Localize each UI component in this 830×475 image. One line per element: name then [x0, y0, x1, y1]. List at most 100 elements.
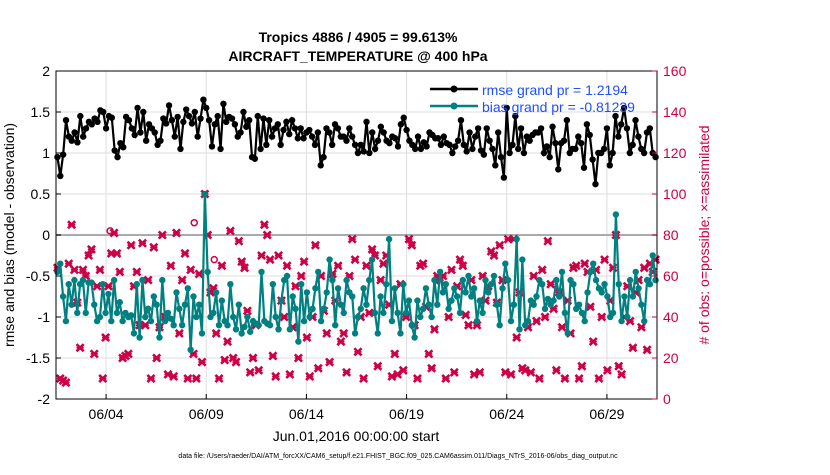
bias-point: [227, 281, 234, 288]
bias-point: [232, 326, 240, 333]
obs-assimilated-marker: [359, 373, 369, 384]
rmse-point: [274, 121, 281, 128]
bias-point: [266, 322, 274, 329]
tick-label-x: 06/19: [389, 406, 424, 422]
obs-assimilated-marker: [557, 322, 567, 332]
obs-assimilated-marker: [180, 248, 190, 258]
rmse-point: [125, 117, 133, 124]
bias-point: [298, 281, 305, 288]
bias-point: [624, 313, 631, 321]
bias-point: [504, 276, 512, 284]
bias-point: [397, 330, 404, 337]
tick-label-right: 160: [663, 63, 687, 79]
rmse-point: [68, 137, 75, 144]
obs-assimilated-marker: [580, 259, 590, 269]
tick-label-left: -1.5: [26, 350, 50, 366]
tick-label-left: 0.5: [31, 186, 51, 202]
rmse-point: [560, 137, 568, 144]
obs-assimilated-marker: [577, 361, 587, 371]
bias-point: [632, 268, 639, 276]
rmse-point: [211, 121, 219, 128]
bias-point: [419, 305, 427, 312]
bias-point: [414, 297, 421, 304]
obs-assimilated-marker: [512, 332, 522, 343]
bias-point: [360, 285, 367, 292]
rmse-point: [449, 149, 456, 157]
rmse-point: [466, 129, 473, 136]
rmse-point: [157, 137, 164, 144]
obs-assimilated-marker: [571, 261, 581, 271]
obs-assimilated-marker: [169, 371, 179, 381]
bias-point: [485, 289, 492, 296]
obs-assimilated-marker: [597, 312, 607, 322]
bias-point: [246, 328, 254, 335]
bias-point: [385, 235, 393, 243]
obs-assimilated-marker: [291, 281, 301, 291]
bias-point: [275, 326, 282, 333]
bias-point: [374, 330, 381, 337]
bias-point: [351, 330, 359, 337]
obs-assimilated-marker: [274, 250, 284, 261]
legend-rmse-marker: [450, 85, 458, 93]
bias-point: [71, 276, 78, 284]
obs-assimilated-marker: [152, 353, 162, 363]
obs-assimilated-marker: [342, 367, 352, 377]
rmse-point: [580, 164, 588, 171]
rmse-point: [180, 118, 187, 126]
bias-point: [317, 317, 325, 325]
obs-assimilated-marker: [373, 361, 383, 371]
bias-point: [618, 317, 625, 325]
obs-assimilated-marker: [177, 275, 187, 285]
rmse-point: [509, 141, 516, 148]
obs-assimilated-marker: [489, 250, 499, 261]
obs-assimilated-marker: [325, 357, 335, 367]
bias-point: [468, 293, 475, 300]
obs-assimilated-marker: [279, 312, 289, 322]
bias-point: [320, 305, 328, 312]
bias-point: [533, 293, 540, 300]
obs-assimilated-marker: [183, 373, 193, 384]
rmse-point: [203, 104, 210, 112]
bias-point: [445, 305, 452, 312]
obs-assimilated-marker: [310, 240, 320, 250]
bias-point: [476, 297, 484, 304]
bias-point: [218, 297, 226, 304]
bias-point: [283, 272, 291, 280]
obs-assimilated-marker: [126, 240, 136, 250]
rmse-point: [254, 112, 261, 120]
bias-point: [130, 330, 138, 337]
tick-label-x: 06/29: [589, 406, 624, 422]
bias-point: [96, 313, 104, 321]
obs-assimilated-marker: [296, 271, 306, 281]
rmse-point: [572, 145, 579, 153]
bias-point: [530, 301, 537, 308]
bias-point: [357, 305, 364, 312]
bias-point: [564, 330, 571, 337]
bias-point: [74, 309, 81, 317]
rmse-point: [128, 125, 136, 132]
bias-point: [487, 281, 495, 288]
rmse-point: [280, 126, 287, 134]
bias-point: [269, 281, 277, 288]
obs-assimilated-marker: [75, 343, 85, 353]
obs-assimilated-marker: [240, 263, 250, 273]
bias-point: [550, 297, 557, 304]
rmse-point: [540, 149, 548, 157]
obs-assimilated-marker: [636, 322, 646, 332]
rmse-point: [102, 125, 110, 132]
rmse-point: [137, 129, 144, 136]
obs-assimilated-marker: [95, 265, 105, 275]
obs-assimilated-marker: [534, 373, 544, 384]
bias-point: [459, 276, 467, 284]
rmse-point: [168, 117, 176, 124]
bias-point: [99, 281, 106, 288]
rmse-point: [474, 125, 482, 132]
rmse-point: [411, 145, 419, 153]
bias-point: [278, 297, 285, 304]
obs-assimilated-marker: [140, 320, 150, 330]
obs-assimilated-marker: [444, 312, 454, 322]
rmse-point: [343, 137, 350, 144]
rmse-point: [589, 156, 596, 163]
rmse-point: [257, 145, 264, 153]
bias-point: [462, 289, 469, 296]
